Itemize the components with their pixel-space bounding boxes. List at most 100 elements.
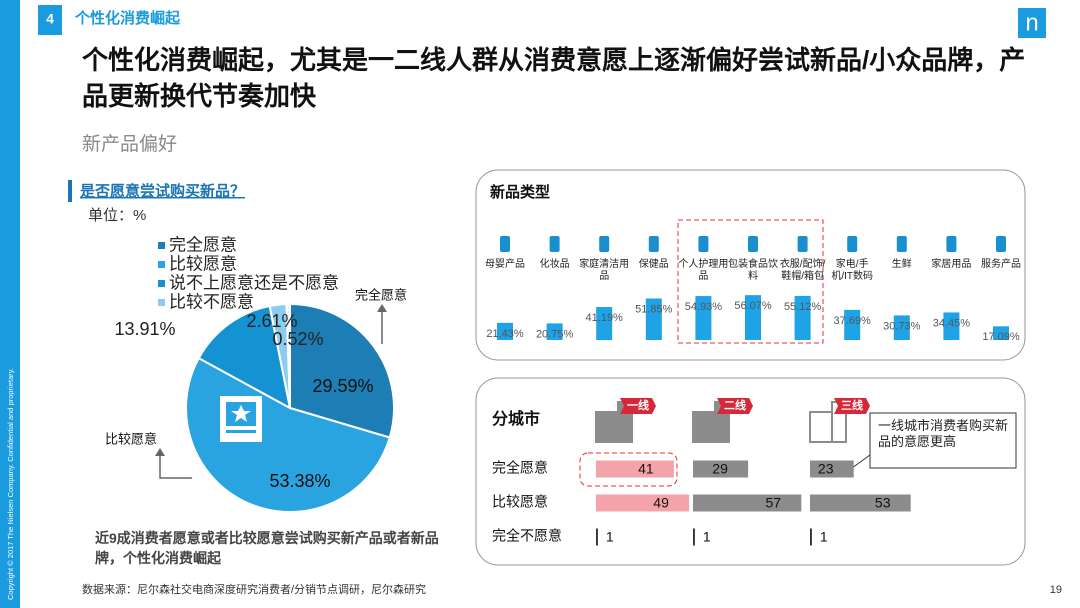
side-strip xyxy=(0,0,20,608)
legend-swatch xyxy=(158,261,165,268)
bar xyxy=(596,528,598,546)
legend-label: 完全愿意 xyxy=(169,235,237,254)
bar xyxy=(810,460,854,478)
category-icon xyxy=(847,236,858,252)
badge xyxy=(717,398,753,414)
bar xyxy=(596,307,613,340)
category-icon xyxy=(797,236,808,252)
building-icon xyxy=(692,411,716,443)
category-icon xyxy=(748,236,758,252)
category-icon xyxy=(896,236,907,252)
data-label: 37.69% xyxy=(834,315,872,327)
data-label: 1 xyxy=(703,529,711,545)
category-label: 个人护理用品 xyxy=(678,259,729,282)
data-label: 34.45% xyxy=(933,317,971,329)
annotation: 完全愿意 xyxy=(355,287,407,302)
panel xyxy=(475,377,1026,566)
pie-slice xyxy=(197,304,292,410)
callout-line xyxy=(851,454,871,469)
bar xyxy=(794,295,811,340)
badge xyxy=(620,398,656,414)
subtitle: 新产品偏好 xyxy=(82,133,177,155)
bar xyxy=(745,295,761,340)
data-label: 56.07% xyxy=(734,300,772,312)
data-label: 53.38% xyxy=(269,471,330,491)
annotation: 比较愿意 xyxy=(105,431,157,446)
category-label: 比较愿意 xyxy=(492,494,548,510)
logo-box xyxy=(1018,8,1046,38)
copyright: Copyright © 2017 The Nielsen Company. Co… xyxy=(6,368,15,600)
data-label: 0.52% xyxy=(272,329,323,349)
category-label: 生鲜 xyxy=(891,259,912,270)
bar xyxy=(693,494,802,512)
data-label: 21.43% xyxy=(486,328,524,340)
bar xyxy=(695,296,712,340)
category-label: 服务产品 xyxy=(981,259,1021,270)
bar xyxy=(893,315,910,340)
page-badge xyxy=(38,5,62,35)
category-icon xyxy=(648,236,659,252)
pie-slice xyxy=(285,302,291,409)
data-label: 23 xyxy=(818,461,834,477)
bar xyxy=(645,298,662,340)
legend-swatch xyxy=(158,280,165,287)
data-label: 1 xyxy=(820,529,828,545)
series-name: 二线 xyxy=(724,398,746,412)
bar xyxy=(596,494,690,512)
category-icon xyxy=(599,236,610,252)
data-label: 17.09% xyxy=(982,331,1020,343)
building-icon xyxy=(595,411,619,443)
icon xyxy=(231,405,251,422)
section-number: 4 xyxy=(46,11,54,27)
bar xyxy=(693,528,695,546)
category-label: 家电/手机/IT数码 xyxy=(831,259,874,282)
building-icon xyxy=(809,411,833,443)
highlight-box xyxy=(579,452,678,487)
category-label: 家居用品 xyxy=(931,259,972,270)
callout-box xyxy=(869,412,1017,469)
category-icon xyxy=(549,236,560,252)
bar xyxy=(844,309,861,340)
section-title: 个性化消费崛起 xyxy=(74,9,181,27)
data-label: 30.73% xyxy=(883,320,921,332)
annotation-line xyxy=(159,454,192,479)
data-label: 55.12% xyxy=(784,301,822,313)
category-icon xyxy=(946,236,957,252)
highlight-box xyxy=(677,219,824,344)
page-number: 19 xyxy=(1050,584,1062,596)
category-label: 保健品 xyxy=(638,259,669,270)
source: 数据来源：尼尔森社交电商深度研究消费者/分销节点调研，尼尔森研究 xyxy=(82,582,426,596)
legend-swatch xyxy=(158,299,165,306)
bar xyxy=(497,322,513,340)
data-label: 29 xyxy=(712,461,728,477)
category-label: 完全不愿意 xyxy=(492,528,562,544)
data-label: 41 xyxy=(638,461,654,477)
pie-unit: 单位：% xyxy=(88,207,146,224)
callout: 一线城市消费者购买新品的意愿更高 xyxy=(878,418,1009,449)
bar xyxy=(810,528,812,546)
category-label: 母婴产品 xyxy=(485,259,525,270)
marker xyxy=(68,180,72,202)
legend-swatch xyxy=(158,242,165,249)
data-label: 54.93% xyxy=(685,301,723,313)
title: 个性化消费崛起，尤其是一二线人群从消费意愿上逐渐偏好尝试新品/小众品牌，产品更新… xyxy=(82,45,1026,111)
data-label: 57 xyxy=(766,495,782,511)
category-label: 化妆品 xyxy=(539,259,570,270)
hbar-title: 分城市 xyxy=(492,409,540,428)
category-label: 衣服/配饰/鞋帽/箱包 xyxy=(779,259,826,282)
data-label: 53 xyxy=(875,495,891,511)
data-label: 49 xyxy=(653,495,669,511)
bar-title: 新品类型 xyxy=(490,183,550,201)
bar xyxy=(943,312,960,340)
bar xyxy=(693,460,749,478)
legend-label: 说不上愿意还是不愿意 xyxy=(169,273,339,292)
data-label: 29.59% xyxy=(312,376,373,396)
icon xyxy=(226,430,256,433)
legend-label: 比较不愿意 xyxy=(169,292,254,311)
data-label: 1 xyxy=(606,529,614,545)
legend-label: 比较愿意 xyxy=(169,254,237,273)
series-name: 三线 xyxy=(841,398,863,412)
category-label: 完全愿意 xyxy=(492,460,548,476)
